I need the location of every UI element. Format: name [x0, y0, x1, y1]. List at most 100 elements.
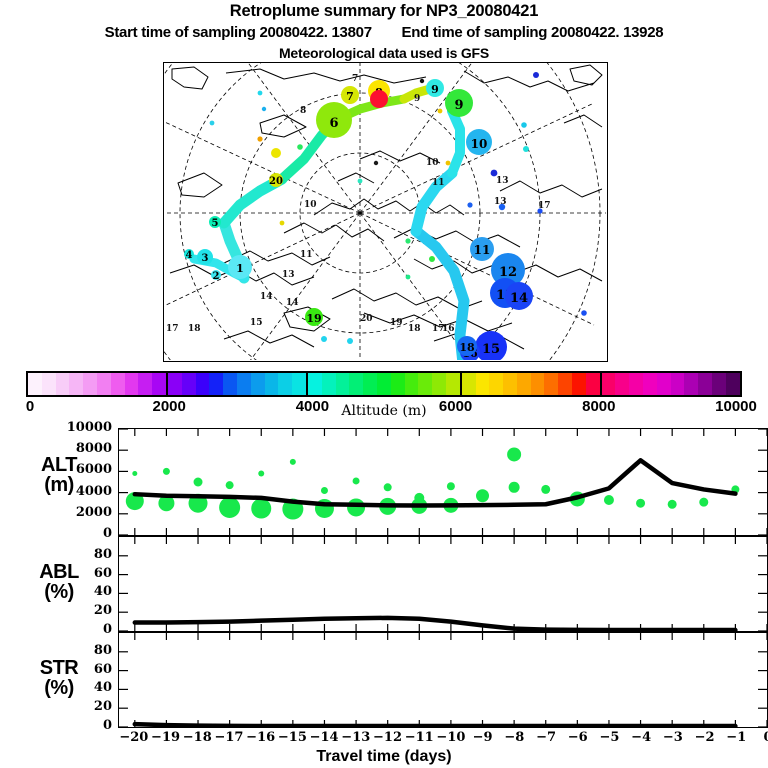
colorbar-swatch [390, 373, 405, 395]
svg-text:11: 11 [474, 243, 491, 257]
svg-text:17: 17 [166, 324, 179, 334]
colorbar-swatch [250, 373, 265, 395]
colorbar-swatch [349, 373, 364, 395]
colorbar-swatch [489, 373, 504, 395]
colorbar-swatch [461, 373, 476, 395]
day-marker: 4 [184, 249, 194, 261]
day-marker: 9 [426, 79, 444, 97]
xtick: −9 [472, 730, 493, 745]
colorbar-tick: 10000 [715, 398, 757, 415]
alt-ytick: 4000 [75, 483, 112, 499]
colorbar-swatch [643, 373, 657, 395]
xtick: −6 [567, 730, 588, 745]
day-marker [271, 148, 281, 158]
xtick: −13 [341, 730, 371, 745]
svg-text:8: 8 [300, 106, 306, 116]
xtick: −2 [694, 730, 715, 745]
alt-panel [118, 428, 768, 536]
colorbar-swatch [335, 373, 350, 395]
start-time-label: Start time of sampling 20080422. 13807 [104, 24, 372, 41]
colorbar-swatch [96, 373, 111, 395]
colorbar-swatch [698, 373, 713, 395]
alt-mean-line [132, 458, 738, 508]
day-marker: 12 [491, 253, 525, 287]
xtick: −17 [214, 730, 244, 745]
xtick: −7 [536, 730, 557, 745]
alt-axis-label: ALT (m) [41, 454, 77, 497]
colorbar-swatch [167, 373, 182, 395]
svg-text:10: 10 [426, 158, 439, 168]
svg-text:18: 18 [188, 324, 201, 334]
colorbar-swatch [712, 373, 726, 395]
xtick: −12 [373, 730, 402, 745]
map-canvas: 1 2 3 4 5 6 7 8 9 9 10 11 12 13 14 15 [164, 63, 606, 360]
colorbar-tick: 0 [25, 398, 35, 415]
map-coastlines [169, 64, 603, 350]
map-day-numerals: 8 7 9 10 11 10 11 13 14 14 15 17 18 20 1… [166, 74, 551, 334]
alt-ytick: 6000 [75, 462, 112, 478]
colorbar-swatch [516, 373, 531, 395]
colorbar-swatch [503, 373, 517, 395]
colorbar-swatch [629, 373, 644, 395]
svg-text:1: 1 [236, 262, 244, 275]
xtick: −3 [662, 730, 683, 745]
svg-text:10: 10 [304, 200, 317, 210]
xtick: −14 [309, 730, 339, 745]
svg-text:17: 17 [432, 324, 445, 334]
str-panel [118, 632, 768, 728]
colorbar-swatch [195, 373, 210, 395]
colorbar-swatch [209, 373, 224, 395]
svg-text:16: 16 [442, 324, 455, 334]
xtick: −10 [436, 730, 466, 745]
xtick: −8 [504, 730, 525, 745]
polar-map: 1 2 3 4 5 6 7 8 9 9 10 11 12 13 14 15 [163, 62, 608, 362]
svg-text:11: 11 [300, 250, 313, 260]
svg-text:6: 6 [329, 116, 338, 131]
colorbar-swatch [725, 373, 740, 395]
svg-text:18: 18 [408, 324, 421, 334]
svg-text:3: 3 [202, 253, 209, 264]
svg-text:20: 20 [360, 314, 373, 324]
xtick: 0 [763, 730, 768, 745]
abl-ticks [119, 537, 767, 631]
svg-text:13: 13 [282, 270, 295, 280]
colorbar-title: Altitude (m) [341, 403, 427, 419]
abl-panel [118, 536, 768, 632]
xtick: −16 [246, 730, 276, 745]
colorbar-divider [165, 373, 168, 395]
day-markers: 1 2 3 4 5 6 7 8 9 9 10 11 12 13 14 15 [184, 79, 533, 360]
day-marker: 18 [457, 336, 477, 356]
colorbar-swatch [376, 373, 391, 395]
abl-axis-label: ABL (%) [39, 561, 79, 604]
end-time-label: End time of sampling 20080422. 13928 [401, 24, 664, 41]
svg-text:18: 18 [459, 341, 475, 354]
str-canvas [119, 633, 767, 727]
abl-ytick: 20 [93, 603, 112, 619]
svg-text:2: 2 [213, 271, 220, 282]
svg-text:4: 4 [186, 250, 193, 261]
xtick: −19 [151, 730, 181, 745]
str-mean-line [132, 721, 738, 727]
svg-text:11: 11 [432, 178, 445, 188]
colorbar-swatch [544, 373, 559, 395]
altitude-colorbar: 0 2000 4000 6000 8000 10000 [26, 371, 757, 415]
colorbar-swatch [684, 373, 699, 395]
colorbar-swatch [558, 373, 573, 395]
xtick: −20 [119, 730, 149, 745]
alt-ticks [119, 429, 767, 535]
colorbar-tick: 4000 [295, 398, 330, 415]
svg-text:14: 14 [510, 291, 528, 306]
colorbar-divider [305, 373, 308, 395]
day-marker: 2 [211, 270, 221, 282]
day-marker: 6 [316, 102, 352, 138]
colorbar-swatch [83, 373, 97, 395]
abl-ytick: 40 [93, 584, 112, 600]
abl-ytick: 60 [93, 565, 112, 581]
colorbar-swatch [404, 373, 419, 395]
colorbar-swatch [321, 373, 336, 395]
xtick: −1 [726, 730, 747, 745]
day-marker: 9 [445, 89, 473, 117]
colorbar-divider [459, 373, 462, 395]
colorbar-swatch [432, 373, 446, 395]
colorbar-tick: 6000 [438, 398, 473, 415]
